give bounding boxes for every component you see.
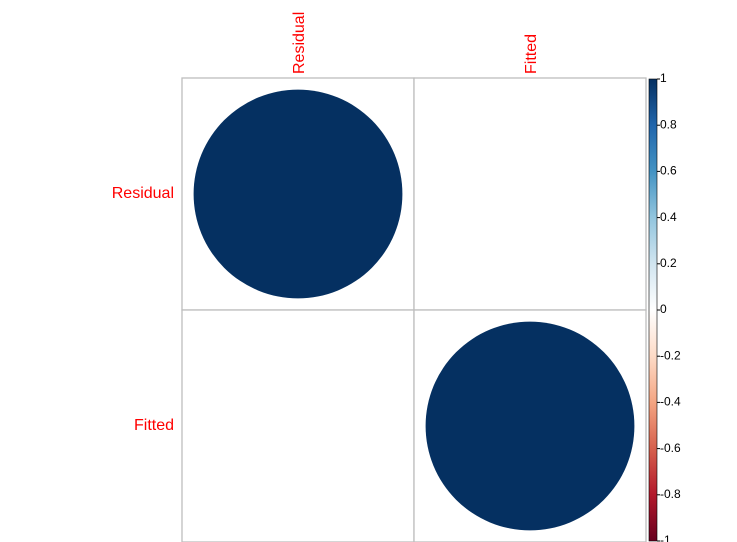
colorbar-tick-label: -0.6: [660, 441, 681, 455]
colorbar-tick-label: 0.8: [660, 117, 677, 131]
matrix-cell-fitted-residual: [182, 310, 414, 542]
column-label-residual: Residual: [291, 12, 308, 74]
row-label-residual: Residual: [112, 185, 174, 202]
colorbar-tick-label: 0.2: [660, 256, 677, 270]
column-label-fitted: Fitted: [523, 34, 540, 74]
matrix-cell-residual-fitted: [414, 78, 646, 310]
colorbar-tick-label: -0.2: [660, 348, 681, 362]
column-labels: Residual Fitted: [291, 12, 540, 74]
colorbar-tick-label: 0: [660, 302, 667, 316]
colorbar: 1 0.8 0.6 0.4 0.2 0 -0.2 -0.4 -0.6 -0.8 -1: [649, 71, 681, 542]
colorbar-tick-label: -0.8: [660, 487, 681, 501]
colorbar-tick-label: -0.4: [660, 395, 681, 409]
row-label-fitted: Fitted: [134, 417, 174, 434]
correlation-circle-fitted-fitted: [426, 322, 635, 531]
correlation-circle-residual-residual: [194, 90, 403, 299]
colorbar-tick-label: 0.6: [660, 164, 677, 178]
colorbar-ticks: 1 0.8 0.6 0.4 0.2 0 -0.2 -0.4 -0.6 -0.8 -1: [657, 71, 681, 542]
colorbar-tick-label: 1: [660, 71, 667, 85]
colorbar-tick-label: 0.4: [660, 210, 677, 224]
colorbar-gradient: [649, 79, 657, 541]
colorbar-tick-label: -1: [660, 533, 671, 542]
row-labels: Residual Fitted: [112, 185, 174, 434]
